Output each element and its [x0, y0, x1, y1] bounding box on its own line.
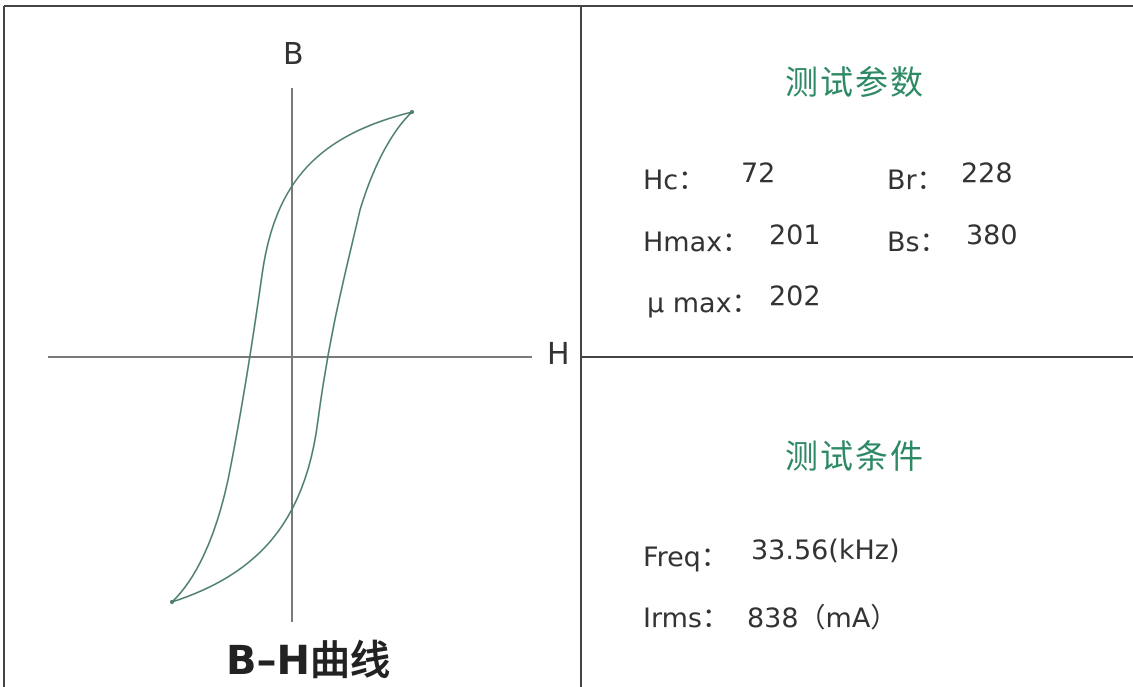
loop-tip-bottom — [170, 600, 174, 604]
b-axis-label: B — [283, 37, 304, 72]
cond-irms-value: 838（mA） — [747, 603, 898, 634]
test-conditions-title: 测试条件 — [785, 437, 925, 476]
bh-loop-lower-branch — [171, 111, 413, 603]
loop-tip-top — [410, 110, 414, 114]
param-br-label: Br： — [887, 165, 944, 196]
param-bs-label: Bs： — [887, 227, 947, 258]
h-axis-label: H — [547, 337, 570, 372]
param-umax-value: 202 — [769, 281, 821, 312]
param-bs: Bs： 380 — [887, 220, 1018, 259]
param-hmax: Hmax： 201 — [643, 220, 821, 259]
param-hc-value: 72 — [741, 158, 776, 189]
param-bs-value: 380 — [966, 220, 1018, 251]
cond-irms: Irms： 838（mA） — [643, 596, 897, 635]
cond-freq-label: Freq： — [643, 542, 728, 573]
param-umax: μ max： 202 — [647, 281, 821, 320]
cond-irms-label: Irms： — [643, 603, 729, 634]
param-hc: Hc： 72 — [643, 158, 775, 197]
param-hmax-value: 201 — [769, 220, 821, 251]
bh-curve-caption: B–H曲线 — [226, 638, 390, 684]
cond-freq-value: 33.56(kHz) — [751, 535, 900, 566]
bh-loop-upper-branch — [171, 111, 413, 603]
test-params-title: 测试参数 — [785, 63, 925, 102]
param-br: Br： 228 — [887, 158, 1013, 197]
param-hc-label: Hc： — [643, 165, 706, 196]
param-umax-label: μ max： — [647, 288, 759, 319]
cond-freq: Freq： 33.56(kHz) — [643, 535, 899, 574]
param-br-value: 228 — [961, 158, 1013, 189]
param-hmax-label: Hmax： — [643, 227, 750, 258]
